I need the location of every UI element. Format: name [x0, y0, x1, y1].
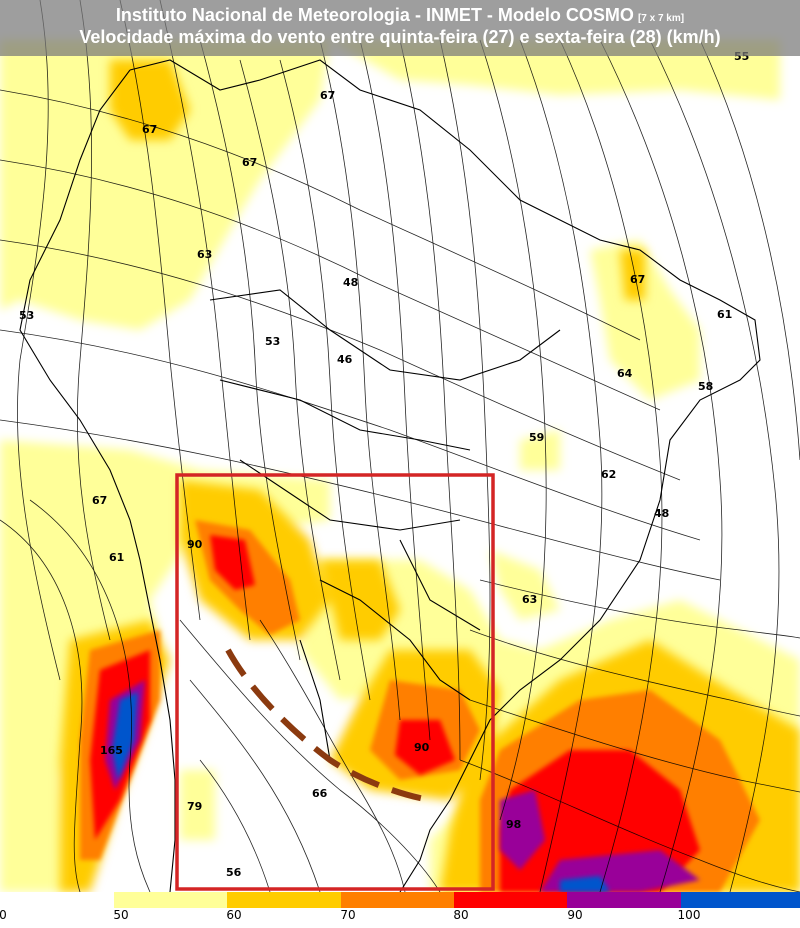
colorbar-segment: [341, 892, 454, 908]
coastlines-borders: [19, 59, 761, 892]
wind-label: 53: [265, 335, 280, 348]
wind-label: 67: [242, 156, 257, 169]
colorbar: [0, 892, 800, 908]
wind-label: 66: [312, 787, 328, 800]
wind-label: 59: [529, 431, 544, 444]
wind-label: 79: [187, 800, 202, 813]
colorbar-segment: [454, 892, 567, 908]
wind-label: 90: [414, 741, 430, 754]
wind-label: 61: [109, 551, 124, 564]
title-line1: Instituto Nacional de Meteorologia - INM…: [115, 5, 634, 25]
front-line: [225, 648, 431, 803]
wind-label: 98: [506, 818, 521, 831]
wind-label: 67: [92, 494, 107, 507]
wind-label: 67: [630, 273, 645, 286]
wind-label: 63: [197, 248, 212, 261]
colorbar-segment: [681, 892, 800, 908]
wind-label: 53: [19, 309, 34, 322]
wind-label: 62: [601, 468, 616, 481]
title-resolution: [7 x 7 km]: [637, 13, 685, 24]
wind-label: 63: [522, 593, 537, 606]
wind-label: 48: [343, 276, 358, 289]
colorbar-segment: [227, 892, 341, 908]
colorbar-tick-label: 100: [677, 908, 701, 922]
colorbar-segment: [567, 892, 681, 908]
wind-streamlines: [0, 0, 800, 892]
colorbar-tick-label: 90: [567, 908, 583, 922]
map-title: Instituto Nacional de Meteorologia - INM…: [0, 5, 800, 26]
wind-label: 56: [226, 866, 242, 879]
colorbar-tick-label: 0: [0, 908, 7, 922]
highlight-box: [175, 473, 495, 891]
wind-label: 61: [717, 308, 732, 321]
wind-map: 55 67 67 67 63 48 53 53 46 67 61 64 58 5…: [0, 0, 800, 892]
wind-label: 67: [142, 123, 157, 136]
wind-label: 46: [337, 353, 353, 366]
wind-label: 90: [187, 538, 203, 551]
wind-label: 165: [100, 744, 123, 757]
colorbar-tick-label: 50: [113, 908, 129, 922]
wind-label: 58: [698, 380, 713, 393]
colorbar-tick-label: 60: [226, 908, 242, 922]
colorbar-segment: [114, 892, 227, 908]
wind-label: 64: [617, 367, 633, 380]
colorbar-tick-label: 70: [340, 908, 356, 922]
map-subtitle: Velocidade máxima do vento entre quinta-…: [79, 27, 721, 47]
colorbar-tick-label: 80: [453, 908, 469, 922]
wind-label: 48: [654, 507, 669, 520]
colorbar-segment: [0, 892, 114, 908]
wind-label: 67: [320, 89, 335, 102]
title-bar: [0, 0, 800, 56]
